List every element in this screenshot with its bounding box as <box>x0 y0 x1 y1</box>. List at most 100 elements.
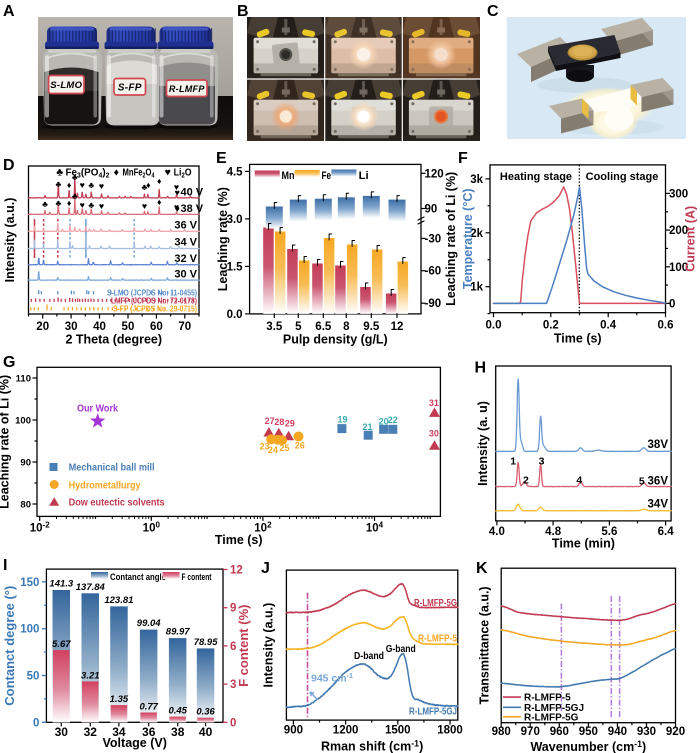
svg-text:0: 0 <box>230 717 236 729</box>
svg-text:♦: ♦ <box>67 180 72 190</box>
svg-text:70: 70 <box>178 321 191 333</box>
svg-text:137.84: 137.84 <box>76 582 106 593</box>
svg-text:S-LMO (JCPDS No. 11-0455): S-LMO (JCPDS No. 11-0455) <box>107 289 197 298</box>
svg-text:100: 100 <box>15 416 31 427</box>
svg-text:Intensity (a.u.): Intensity (a.u.) <box>3 198 17 283</box>
svg-text:27: 27 <box>265 416 275 426</box>
svg-text:3: 3 <box>539 456 545 468</box>
svg-text:Heating stage: Heating stage <box>500 171 572 183</box>
svg-text:♦: ♦ <box>114 167 120 179</box>
svg-text:5: 5 <box>639 475 645 487</box>
svg-text:R-LMFP: R-LMFP <box>169 84 205 94</box>
svg-text:F content (%): F content (%) <box>236 605 251 687</box>
svg-text:R-LMFP-5G: R-LMFP-5G <box>414 598 457 609</box>
svg-text:200: 200 <box>669 225 688 237</box>
svg-text:Time (s): Time (s) <box>554 332 602 346</box>
svg-text:Fe3​(PO4​)2​: Fe3​(PO4​)2​ <box>66 168 110 180</box>
svg-text:♥: ♥ <box>142 201 147 211</box>
svg-text:♣: ♣ <box>55 179 61 189</box>
svg-text:F content: F content <box>182 572 213 583</box>
svg-text:R-LMFP-5: R-LMFP-5 <box>524 693 571 704</box>
svg-text:38 V: 38 V <box>181 203 204 215</box>
svg-text:123.81: 123.81 <box>104 595 133 606</box>
svg-text:12: 12 <box>230 565 243 577</box>
svg-text:89.97: 89.97 <box>166 627 190 638</box>
svg-text:G: G <box>3 354 15 371</box>
svg-text:30: 30 <box>55 725 69 739</box>
svg-text:Time (min): Time (min) <box>552 536 615 550</box>
svg-text:Pulp density (g/L): Pulp density (g/L) <box>283 332 388 346</box>
svg-text:6.4: 6.4 <box>658 526 675 538</box>
svg-text:300: 300 <box>669 188 688 200</box>
svg-text:Dow eutectic solvents: Dow eutectic solvents <box>69 498 165 509</box>
svg-text:0.6: 0.6 <box>658 320 674 332</box>
svg-text:970: 970 <box>521 726 540 738</box>
svg-text:32: 32 <box>84 725 98 739</box>
svg-text:110: 110 <box>16 374 31 385</box>
svg-text:D: D <box>3 157 15 174</box>
svg-text:3: 3 <box>230 679 236 691</box>
svg-text:Intensity (a.u.): Intensity (a.u.) <box>262 603 276 688</box>
svg-text:0.0: 0.0 <box>486 320 502 332</box>
svg-text:Mn: Mn <box>282 170 295 182</box>
svg-text:J: J <box>261 560 270 577</box>
svg-text:I: I <box>3 557 7 574</box>
svg-text:♥: ♥ <box>80 200 85 210</box>
svg-text:R-LMFP-5GJ: R-LMFP-5GJ <box>409 706 457 717</box>
svg-text:♥: ♥ <box>174 182 179 192</box>
svg-text:3.21: 3.21 <box>81 670 100 681</box>
svg-text:100​: 100​ <box>143 521 161 535</box>
svg-text:-60: -60 <box>425 266 442 278</box>
svg-text:28: 28 <box>274 417 284 427</box>
svg-text:3k: 3k <box>470 174 483 186</box>
svg-text:Intensity (a. u): Intensity (a. u) <box>476 401 490 486</box>
svg-text:♥: ♥ <box>165 167 171 179</box>
svg-text:4.5: 4.5 <box>227 166 244 178</box>
svg-text:8: 8 <box>343 321 350 333</box>
svg-text:R-LMFP-5G: R-LMFP-5G <box>524 712 579 723</box>
svg-text:90: 90 <box>425 204 438 216</box>
svg-text:940: 940 <box>608 726 627 738</box>
svg-text:Leaching rate of Li (%): Leaching rate of Li (%) <box>0 375 12 509</box>
svg-text:♥: ♥ <box>175 204 180 214</box>
svg-text:100: 100 <box>669 262 688 274</box>
svg-text:H: H <box>475 360 487 377</box>
svg-text:K: K <box>476 560 488 577</box>
svg-text:♣: ♣ <box>142 182 148 192</box>
svg-text:E: E <box>216 150 227 167</box>
svg-text:1200: 1200 <box>333 725 359 737</box>
svg-text:50: 50 <box>27 671 40 683</box>
svg-text:30 V: 30 V <box>174 269 197 281</box>
svg-text:♣: ♣ <box>42 199 48 209</box>
svg-text:♣: ♣ <box>72 191 78 201</box>
svg-text:90: 90 <box>20 458 31 469</box>
svg-text:20: 20 <box>379 417 389 427</box>
svg-text:78.95: 78.95 <box>194 637 218 648</box>
svg-text:5.6: 5.6 <box>601 526 617 538</box>
svg-text:♥: ♥ <box>175 188 180 198</box>
svg-text:6: 6 <box>230 641 236 653</box>
svg-text:2: 2 <box>523 474 529 486</box>
svg-text:5.67: 5.67 <box>52 639 71 650</box>
svg-text:3.0: 3.0 <box>227 214 243 226</box>
svg-text:G-band: G-band <box>386 643 416 655</box>
svg-text:29: 29 <box>285 419 295 429</box>
svg-text:36 V: 36 V <box>174 220 197 232</box>
svg-text:♦: ♦ <box>146 180 151 190</box>
svg-text:Li2​O: Li2​O <box>174 168 192 180</box>
svg-text:950: 950 <box>579 726 598 738</box>
svg-text:32 V: 32 V <box>174 253 197 265</box>
svg-text:Our Work: Our Work <box>77 403 118 415</box>
svg-text:9.5: 9.5 <box>363 321 380 333</box>
svg-text:60: 60 <box>150 321 163 333</box>
svg-text:21: 21 <box>362 422 372 432</box>
svg-text:♦: ♦ <box>67 198 72 208</box>
svg-text:0.45: 0.45 <box>168 706 187 717</box>
svg-text:Mechanical ball mill: Mechanical ball mill <box>69 463 155 474</box>
svg-text:♣: ♣ <box>88 200 94 210</box>
svg-text:-30: -30 <box>425 233 442 245</box>
svg-text:0.77: 0.77 <box>139 701 158 712</box>
svg-text:40: 40 <box>199 725 213 739</box>
svg-text:24: 24 <box>268 445 278 455</box>
svg-text:Contanct degree (°): Contanct degree (°) <box>2 586 17 706</box>
